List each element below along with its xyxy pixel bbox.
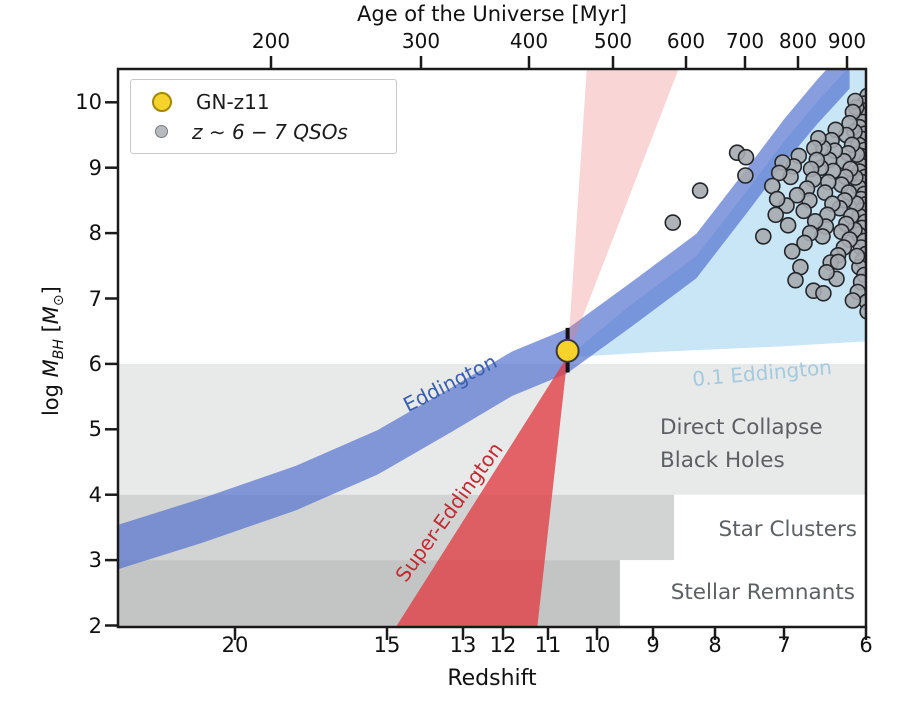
- legend-item-gnz11: GN-z11: [151, 90, 396, 114]
- qso-point: [844, 292, 862, 309]
- x-tick-label: 13: [449, 633, 477, 657]
- y-tick-label: 9: [88, 155, 102, 180]
- qso-point: [664, 214, 682, 231]
- age-tick-label: 400: [509, 29, 549, 53]
- qso-point: [767, 206, 785, 224]
- qso-marker-icon: [155, 125, 168, 138]
- y-tick-label: 5: [88, 417, 102, 442]
- legend-label-gnz11: GN-z11: [196, 89, 270, 114]
- x-tick-label: 9: [646, 633, 660, 657]
- y-title-bracket: [: [38, 324, 63, 340]
- age-tick-label: 500: [593, 29, 633, 53]
- top-axis-title: Age of the Universe [Myr]: [357, 2, 627, 26]
- star-clusters-region-label: Star Clusters: [718, 517, 857, 542]
- stellar-remnants-region: [119, 560, 620, 626]
- qso-point: [829, 253, 847, 271]
- eddington-band: [119, 70, 850, 569]
- qso-point: [788, 186, 806, 204]
- y-title-prefix: log: [38, 377, 63, 417]
- gnz11-point: [555, 338, 580, 363]
- y-tick-label: 10: [75, 90, 102, 115]
- qso-point: [848, 247, 865, 265]
- y-tick-label: 2: [88, 613, 102, 638]
- qso-point: [796, 234, 813, 252]
- qso-point: [770, 164, 788, 182]
- y-tick-label: 8: [88, 221, 102, 246]
- super-eddington-wedge: [396, 356, 568, 626]
- qso-point: [815, 284, 832, 302]
- qso-point: [795, 202, 813, 220]
- age-tick-label: 900: [827, 29, 867, 53]
- qso-point: [754, 228, 772, 245]
- x-tick-label: 10: [583, 633, 611, 657]
- qso-point: [859, 303, 865, 320]
- y-tick-label: 6: [88, 351, 102, 376]
- legend: GN-z11 z ∼ 6 − 7 QSOs: [130, 79, 397, 154]
- bottom-axis-title: Redshift: [447, 666, 537, 691]
- x-tick-label: 12: [489, 633, 517, 657]
- qso-point: [737, 148, 755, 166]
- age-tick-label: 700: [725, 29, 765, 53]
- legend-label-qso: z ∼ 6 − 7 QSOs: [192, 119, 348, 144]
- stellar-remnants-region-label: Stellar Remnants: [670, 580, 855, 605]
- x-tick-label: 20: [221, 633, 249, 657]
- super-eddington-upper-cone: [567, 70, 679, 357]
- direct-collapse-line2: Black Holes: [660, 448, 785, 473]
- x-tick-label: 7: [777, 633, 791, 657]
- qso-point: [818, 263, 835, 281]
- age-tick-label: 200: [251, 29, 291, 53]
- plot-area: [119, 70, 865, 626]
- x-tick-label: 15: [373, 633, 401, 657]
- y-tick-label: 7: [88, 286, 102, 311]
- y-tick-label: 4: [88, 482, 102, 507]
- direct-collapse-region-label: Direct Collapse Black Holes: [660, 411, 823, 477]
- direct-collapse-line1: Direct Collapse: [660, 415, 823, 440]
- legend-item-qso: z ∼ 6 − 7 QSOs: [151, 120, 396, 144]
- age-tick-label: 600: [666, 29, 706, 53]
- age-tick-label: 800: [778, 29, 818, 53]
- qso-point: [737, 167, 754, 184]
- qso-point: [787, 271, 804, 289]
- y-tick-label: 3: [88, 548, 102, 573]
- x-tick-label: 11: [534, 633, 562, 657]
- qso-point: [783, 243, 801, 260]
- qso-point: [779, 217, 797, 234]
- x-tick-label: 6: [859, 633, 873, 657]
- plot-frame: [116, 67, 868, 629]
- gnz11-marker-icon: [152, 91, 172, 112]
- qso-point: [768, 190, 786, 208]
- qso-point: [691, 182, 709, 199]
- x-tick-label: 8: [708, 633, 722, 657]
- age-tick-label: 300: [401, 29, 441, 53]
